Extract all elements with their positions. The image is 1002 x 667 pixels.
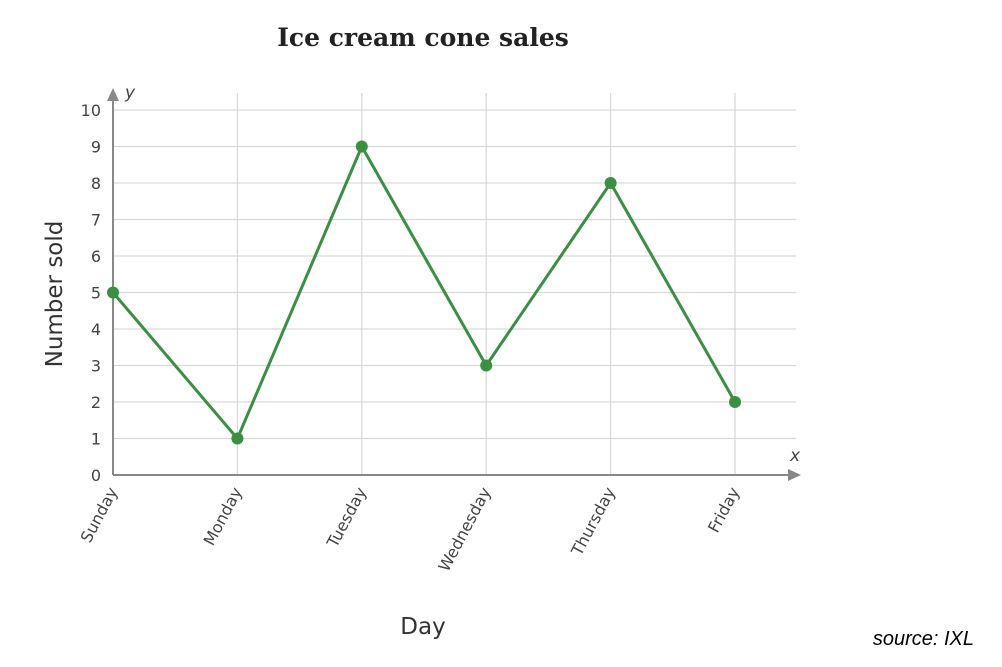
y-tick-label: 10 bbox=[81, 101, 101, 120]
data-point bbox=[729, 396, 741, 408]
y-axis-arrow bbox=[107, 88, 119, 101]
data-point bbox=[107, 286, 119, 299]
y-tick-labels: 0 1 2 3 4 5 6 7 8 9 10 bbox=[81, 101, 101, 485]
y-tick-label: 1 bbox=[91, 430, 101, 449]
x-tick-label: Sunday bbox=[77, 484, 122, 546]
x-tick-labels: Sunday Monday Tuesday Wednesday Thursday Frid… bbox=[77, 484, 744, 575]
y-tick-label: 7 bbox=[91, 211, 101, 230]
series-group bbox=[107, 140, 741, 445]
y-tick-label: 4 bbox=[91, 320, 101, 339]
x-tick-label: Wednesday bbox=[434, 484, 494, 575]
x-tick-label: Monday bbox=[199, 484, 245, 549]
x-axis-arrow bbox=[788, 469, 801, 481]
chart-title: Ice cream cone sales bbox=[277, 23, 569, 52]
y-tick-label: 3 bbox=[91, 357, 101, 376]
y-tick-label: 0 bbox=[91, 466, 101, 485]
y-axis-letter: y bbox=[124, 83, 136, 103]
x-axis-title: Day bbox=[400, 614, 445, 640]
data-point bbox=[355, 140, 368, 153]
y-tick-label: 2 bbox=[91, 393, 101, 412]
data-point bbox=[231, 432, 244, 445]
y-axis-title: Number sold bbox=[42, 221, 68, 368]
x-tick-label: Thursday bbox=[567, 484, 619, 559]
y-tick-label: 9 bbox=[91, 138, 101, 157]
series-line bbox=[111, 145, 737, 440]
gridlines bbox=[113, 93, 796, 475]
axes bbox=[107, 88, 801, 481]
y-tick-label: 8 bbox=[91, 174, 101, 193]
x-axis-letter: x bbox=[789, 446, 801, 466]
source-note: source: IXL bbox=[873, 628, 974, 650]
y-tick-label: 5 bbox=[91, 284, 101, 303]
y-tick-label: 6 bbox=[91, 247, 101, 266]
data-point bbox=[480, 359, 493, 372]
data-point bbox=[604, 177, 617, 189]
x-tick-label: Tuesday bbox=[323, 484, 371, 551]
x-tick-label: Friday bbox=[704, 484, 744, 536]
